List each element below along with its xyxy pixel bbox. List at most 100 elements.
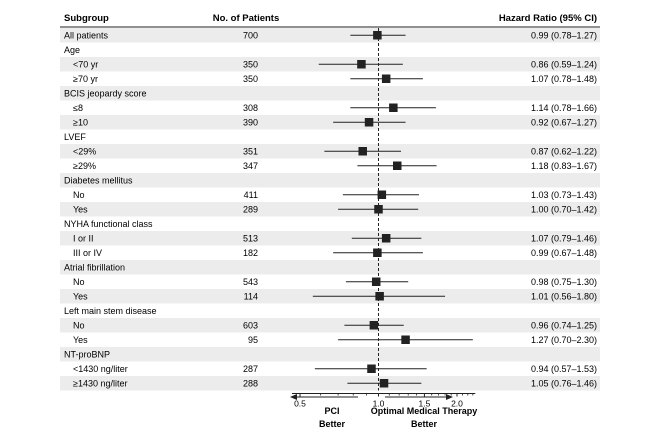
footer-pci: PCI	[324, 406, 339, 416]
point-estimate	[389, 103, 398, 112]
row-label: Yes	[73, 291, 88, 301]
row-label: All patients	[64, 30, 109, 40]
group-header: Atrial fibrillation	[64, 262, 125, 272]
group-header: Diabetes mellitus	[64, 175, 133, 185]
row-band	[60, 202, 600, 217]
group-header: Left main stem disease	[64, 306, 157, 316]
row-band	[60, 231, 600, 246]
row-patients: 700	[243, 30, 258, 40]
row-hazard-ratio: 1.07 (0.78–1.48)	[531, 74, 597, 84]
row-hazard-ratio: 0.96 (0.74–1.25)	[531, 320, 597, 330]
point-estimate	[381, 234, 391, 243]
group-header: BCIS jeopardy score	[64, 88, 147, 98]
group-header: LVEF	[64, 132, 86, 142]
row-patients: 182	[243, 248, 258, 258]
row-patients: 95	[248, 335, 258, 345]
row-label: ≥29%	[73, 161, 96, 171]
row-patients: 287	[243, 364, 258, 374]
x-axis: 0.5 1.0 1.5 2.0	[292, 393, 476, 409]
x-tick-label: 0.5	[294, 399, 306, 409]
row-label: ≥1430 ng/liter	[73, 378, 127, 388]
row-hazard-ratio: 1.14 (0.78–1.66)	[531, 103, 597, 113]
point-estimate	[392, 161, 402, 170]
point-estimate	[401, 335, 410, 344]
row-band	[60, 86, 600, 101]
row-patients: 347	[243, 161, 258, 171]
point-estimate	[379, 379, 389, 388]
row-hazard-ratio: 1.07 (0.79–1.46)	[531, 233, 597, 243]
omt-better-arrow-head	[446, 394, 453, 400]
row-hazard-ratio: 0.92 (0.67–1.27)	[531, 117, 597, 127]
row-hazard-ratio: 1.03 (0.73–1.43)	[531, 190, 597, 200]
row-hazard-ratio: 1.05 (0.76–1.46)	[531, 378, 597, 388]
row-label: No	[73, 190, 85, 200]
point-estimate	[371, 277, 381, 286]
row-hazard-ratio: 1.27 (0.70–2.30)	[531, 335, 597, 345]
row-hazard-ratio: 1.18 (0.83–1.67)	[531, 161, 597, 171]
footer-omt: Optimal Medical Therapy	[371, 406, 478, 416]
row-labels: All patients 700 0.99 (0.78–1.27) Age <70 yr…	[64, 30, 597, 388]
point-estimate	[373, 248, 382, 257]
header-patients: No. of Patients	[213, 13, 280, 24]
row-hazard-ratio: 0.98 (0.75–1.30)	[531, 277, 597, 287]
row-label: III or IV	[73, 248, 102, 258]
point-estimate	[357, 60, 366, 69]
row-label: ≥10	[73, 117, 88, 127]
point-estimate	[367, 364, 376, 373]
row-hazard-ratio: 1.01 (0.56–1.80)	[531, 291, 597, 301]
row-band	[60, 318, 600, 333]
header-hazard-ratio: Hazard Ratio (95% CI)	[499, 13, 597, 24]
header-subgroup: Subgroup	[64, 13, 109, 24]
point-estimate	[358, 147, 367, 156]
row-band	[60, 173, 600, 188]
row-patients: 308	[243, 103, 258, 113]
row-patients: 114	[244, 291, 258, 301]
row-patients: 603	[243, 320, 258, 330]
group-header: NYHA functional class	[64, 219, 153, 229]
pci-better-arrow-head	[290, 394, 297, 400]
point-estimate	[375, 292, 384, 301]
footer-omt-better: Better	[411, 419, 438, 429]
row-label: I or II	[73, 233, 94, 243]
row-label: No	[73, 320, 85, 330]
row-patients: 350	[243, 74, 258, 84]
row-patients: 411	[244, 190, 258, 200]
point-estimate	[364, 118, 374, 127]
point-estimate	[381, 74, 391, 83]
group-header: NT-proBNP	[64, 349, 110, 359]
row-band	[60, 347, 600, 362]
row-label: ≤8	[73, 103, 83, 113]
ci-marks	[312, 28, 473, 391]
row-band	[60, 115, 600, 130]
x-tick-label: 1.0	[373, 399, 385, 409]
point-estimate	[369, 321, 379, 330]
row-patients: 350	[243, 59, 258, 69]
x-tick-label: 1.5	[419, 399, 431, 409]
row-label: <29%	[73, 146, 96, 156]
row-label: <1430 ng/liter	[73, 364, 128, 374]
row-patients: 543	[243, 277, 258, 287]
row-patients: 351	[243, 146, 258, 156]
point-estimate	[373, 31, 382, 40]
row-patients: 288	[243, 378, 258, 388]
row-patients: 513	[243, 233, 258, 243]
row-label: Yes	[73, 204, 88, 214]
row-band	[60, 376, 600, 391]
row-band	[60, 260, 600, 275]
row-hazard-ratio: 0.99 (0.78–1.27)	[531, 30, 597, 40]
row-label: Yes	[73, 335, 88, 345]
footer-pci-better: Better	[319, 419, 346, 429]
row-hazard-ratio: 1.00 (0.70–1.42)	[531, 204, 597, 214]
row-band	[60, 28, 600, 43]
row-patients: 390	[243, 117, 258, 127]
row-label: ≥70 yr	[73, 74, 98, 84]
row-patients: 289	[243, 204, 258, 214]
row-hazard-ratio: 0.87 (0.62–1.22)	[531, 146, 597, 156]
row-bands	[60, 28, 600, 391]
row-label: <70 yr	[73, 59, 98, 69]
x-tick-label: 2.0	[451, 399, 463, 409]
row-label: No	[73, 277, 85, 287]
footer-labels: PCI Better Optimal Medical Therapy Bette…	[290, 394, 477, 429]
row-hazard-ratio: 0.94 (0.57–1.53)	[531, 364, 597, 374]
